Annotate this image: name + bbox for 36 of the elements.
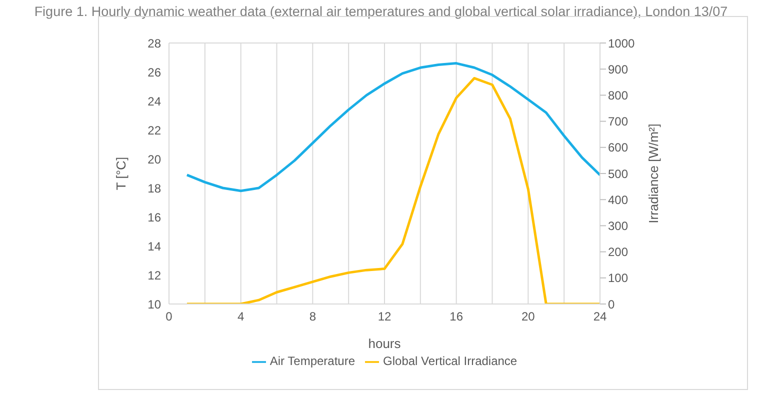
- y2-tick-label: 1000: [608, 36, 636, 50]
- line-series: [186, 76, 600, 304]
- y2-tick-label: 300: [608, 218, 628, 233]
- y2-tick-label: 200: [608, 245, 628, 260]
- y-tick-label: 20: [148, 152, 162, 166]
- line-series: [186, 62, 600, 192]
- y2-tick-label: 400: [608, 192, 628, 207]
- y2-tick-label: 700: [608, 114, 628, 129]
- x-tick-label: 24: [593, 310, 607, 324]
- y2-tick-label: 500: [608, 166, 628, 181]
- y2-tick-label: 100: [608, 271, 628, 286]
- y2-tick-label: 900: [608, 62, 628, 76]
- y-tick-label: 10: [148, 297, 162, 312]
- y2-tick-label: 0: [608, 297, 615, 312]
- chart-title: Figure 1. Hourly dynamic weather data (external air temperatures and global vertical solar irradiance), London 13/07: [33, 4, 729, 19]
- y-tick-label: 26: [148, 65, 162, 80]
- y2-axis-title: Irradiance [W/m²]: [646, 124, 661, 224]
- y-tick-label: 22: [148, 123, 162, 138]
- x-tick-label: 12: [378, 310, 392, 324]
- x-axis-title: hours: [368, 336, 402, 351]
- legend-label: Air Temperature: [270, 354, 356, 368]
- y-tick-label: 18: [148, 181, 162, 196]
- y-tick-label: 12: [148, 268, 162, 282]
- y-axis-title: T [°C]: [114, 156, 129, 190]
- y-tick-label: 16: [148, 210, 162, 224]
- x-tick-label: 4: [237, 310, 244, 324]
- y2-tick-label: 800: [608, 88, 628, 102]
- x-tick-label: 16: [450, 310, 464, 324]
- legend-label: Global Vertical Irradiance: [383, 354, 518, 368]
- y2-tick-label: 600: [608, 140, 628, 155]
- y-tick-label: 28: [148, 36, 162, 50]
- x-tick-label: 8: [309, 310, 316, 324]
- y-tick-label: 14: [148, 239, 162, 254]
- x-tick-label: 20: [521, 310, 536, 324]
- x-tick-label: 0: [166, 310, 173, 324]
- y-tick-label: 24: [148, 94, 162, 108]
